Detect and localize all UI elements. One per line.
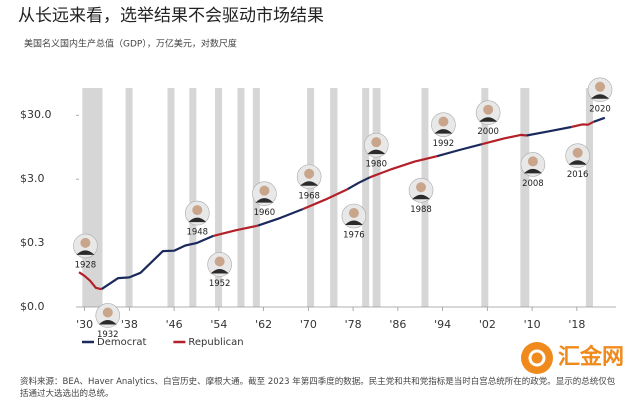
y-tick-label: $0.3: [20, 236, 45, 249]
president-portrait: [296, 164, 322, 190]
portrait-body: [255, 198, 274, 203]
watermark-logo-mark: [528, 349, 546, 367]
series-line: [78, 120, 595, 291]
portrait-body: [523, 168, 542, 174]
x-tick-label: '38: [121, 318, 138, 331]
election-year-label: 1992: [433, 139, 455, 149]
portrait-head: [214, 256, 225, 267]
election-year-label: 1968: [298, 191, 320, 201]
recession-bar: [481, 88, 489, 307]
election-year-label: 2000: [477, 127, 499, 137]
president-portrait: [475, 100, 501, 126]
chart-subtitle: 美国名义国内生产总值（GDP），万亿美元，对数尺度: [24, 38, 237, 50]
portrait-head: [595, 81, 606, 92]
president-portrait: [520, 152, 546, 177]
portrait-head: [102, 307, 113, 318]
president-portrait: [363, 132, 389, 158]
y-tick-label: $30.0: [20, 108, 52, 121]
x-tick-label: '10: [524, 318, 541, 331]
portrait-body: [98, 319, 117, 325]
portrait-body: [210, 268, 229, 274]
portrait-head: [527, 156, 538, 167]
legend-label: Republican: [188, 337, 243, 348]
y-tick-label: $3.0: [20, 172, 45, 185]
recession-bar: [585, 88, 593, 307]
election-year-label: 2016: [567, 170, 589, 180]
president-portrait: [207, 252, 232, 277]
portrait-body: [344, 220, 363, 225]
portrait-head: [483, 104, 494, 115]
recession-bar: [237, 88, 245, 307]
portrait-body: [300, 181, 319, 186]
x-tick-label: '54: [210, 318, 227, 331]
recession-bar: [125, 88, 133, 307]
president-portrait: [95, 303, 121, 328]
portrait-head: [348, 207, 359, 218]
recession-bar: [307, 88, 315, 307]
portrait-body: [434, 129, 453, 134]
portrait-head: [438, 116, 449, 127]
president-portrait: [252, 181, 277, 206]
watermark: 汇金网: [521, 342, 624, 374]
recession-bar: [372, 88, 381, 307]
recession-bars: [82, 88, 593, 307]
x-tick-label: '94: [434, 318, 451, 331]
portrait-body: [367, 149, 386, 155]
election-year-label: 1960: [254, 208, 276, 218]
election-year-label: 1952: [209, 279, 231, 289]
election-year-label: 1988: [410, 205, 432, 215]
watermark-text: 汇金网: [558, 344, 624, 370]
x-tick-label: '02: [479, 318, 496, 331]
portrait-body: [479, 117, 498, 122]
portrait-body: [568, 160, 587, 165]
footnote: 资料来源：BEA、Haver Analytics、白宫历史、摩根大通。截至 20…: [20, 377, 616, 399]
portrait-head: [259, 185, 270, 196]
portrait-head: [572, 147, 583, 158]
election-year-label: 1980: [365, 160, 387, 170]
recession-bar: [330, 88, 338, 307]
recession-bar: [167, 88, 175, 307]
portrait-body: [188, 217, 207, 223]
president-portrait: [565, 143, 590, 169]
election-year-label: 1948: [186, 228, 208, 238]
series-line: [100, 116, 606, 291]
election-year-label: 1928: [75, 260, 97, 270]
watermark-logo: [521, 342, 553, 374]
portrait-body: [412, 194, 431, 200]
election-year-label: 1932: [97, 330, 119, 340]
president-portrait: [341, 203, 367, 229]
election-year-label: 2008: [522, 179, 544, 189]
election-year-label: 1976: [343, 230, 365, 240]
recession-bar: [215, 88, 223, 307]
president-portrait: [408, 177, 434, 203]
recession-bar: [189, 88, 197, 307]
x-tick-label: '46: [166, 318, 183, 331]
x-tick-label: '30: [76, 318, 93, 331]
portrait-body: [76, 250, 95, 255]
recession-bar: [520, 88, 530, 307]
president-portrait: [587, 77, 613, 103]
y-tick-label: $0.0: [20, 300, 45, 313]
x-tick-label: '18: [568, 318, 585, 331]
portrait-head: [371, 137, 382, 148]
recession-bar: [362, 88, 370, 307]
legend-label: Democrat: [97, 337, 146, 348]
x-tick-label: '78: [345, 318, 362, 331]
x-tick-label: '86: [389, 318, 406, 331]
portrait-head: [80, 237, 91, 248]
president-portrait: [73, 233, 98, 259]
chart-title: 从长远来看，选举结果不会驱动市场结果: [18, 6, 324, 26]
portrait-head: [304, 168, 315, 179]
president-portrait: [431, 112, 456, 137]
election-year-label: 2020: [589, 104, 611, 114]
x-tick-label: '62: [255, 318, 272, 331]
president-portrait: [184, 200, 210, 226]
portrait-head: [416, 182, 427, 193]
portrait-head: [192, 205, 203, 216]
recession-bar: [82, 88, 103, 307]
x-tick-label: '70: [300, 318, 317, 331]
portrait-body: [591, 94, 610, 99]
